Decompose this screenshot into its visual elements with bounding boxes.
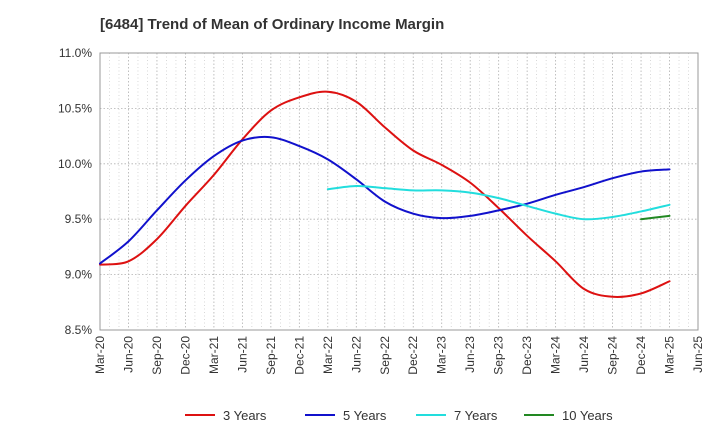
x-tick-label: Mar-24: [549, 336, 563, 374]
legend-label: 3 Years: [223, 408, 267, 423]
x-tick-label: Jun-20: [121, 336, 135, 373]
x-tick-label: Sep-24: [606, 336, 620, 375]
x-tick-label: Sep-20: [150, 336, 164, 375]
x-tick-label: Mar-25: [663, 336, 677, 374]
chart-title: [6484] Trend of Mean of Ordinary Income …: [100, 16, 445, 33]
y-tick-label: 9.5%: [65, 212, 93, 226]
legend-label: 5 Years: [343, 408, 387, 423]
x-tick-label: Mar-20: [93, 336, 107, 374]
x-tick-label: Jun-22: [349, 336, 363, 373]
x-tick-label: Jun-21: [235, 336, 249, 373]
y-tick-label: 11.0%: [59, 46, 92, 60]
series-line-5-years: [99, 135, 671, 265]
x-tick-label: Sep-23: [492, 336, 506, 375]
y-tick-label: 10.5%: [58, 101, 92, 115]
legend-label: 7 Years: [454, 408, 498, 423]
x-tick-label: Jun-25: [691, 336, 705, 373]
plot-background: [100, 53, 698, 330]
x-tick-label: Mar-23: [435, 336, 449, 374]
y-tick-label: 10.0%: [58, 157, 92, 171]
x-tick-label: Jun-23: [463, 336, 477, 373]
x-tick-label: Mar-21: [207, 336, 221, 374]
x-tick-label: Dec-21: [292, 336, 306, 375]
y-axis-ticks: 8.5% 9.0% 9.5% 10.0% 10.5% 11.0%: [58, 46, 92, 337]
x-axis-ticks: Mar-20 Jun-20 Sep-20 Dec-20 Mar-21 Jun-21 Sep-…: [93, 336, 705, 375]
legend-label: 10 Years: [562, 408, 613, 423]
series-line-3-years: [99, 90, 671, 298]
legend: 3 Years 5 Years 7 Years 10 Years: [185, 408, 613, 423]
x-tick-label: Sep-22: [378, 336, 392, 375]
series-lines: [99, 90, 671, 298]
x-tick-label: Sep-21: [264, 336, 278, 375]
series-line-7-years: [326, 184, 671, 221]
x-tick-label: Dec-20: [178, 336, 192, 375]
y-tick-label: 8.5%: [65, 323, 93, 337]
x-tick-label: Jun-24: [577, 336, 591, 373]
plot-border: [99, 52, 699, 331]
x-tick-label: Dec-22: [406, 336, 420, 375]
series-line-10-years: [640, 214, 671, 221]
x-tick-label: Dec-24: [634, 336, 648, 375]
x-tick-label: Dec-23: [520, 336, 534, 375]
x-tick-label: Mar-22: [321, 336, 335, 374]
y-tick-label: 9.0%: [65, 268, 93, 282]
